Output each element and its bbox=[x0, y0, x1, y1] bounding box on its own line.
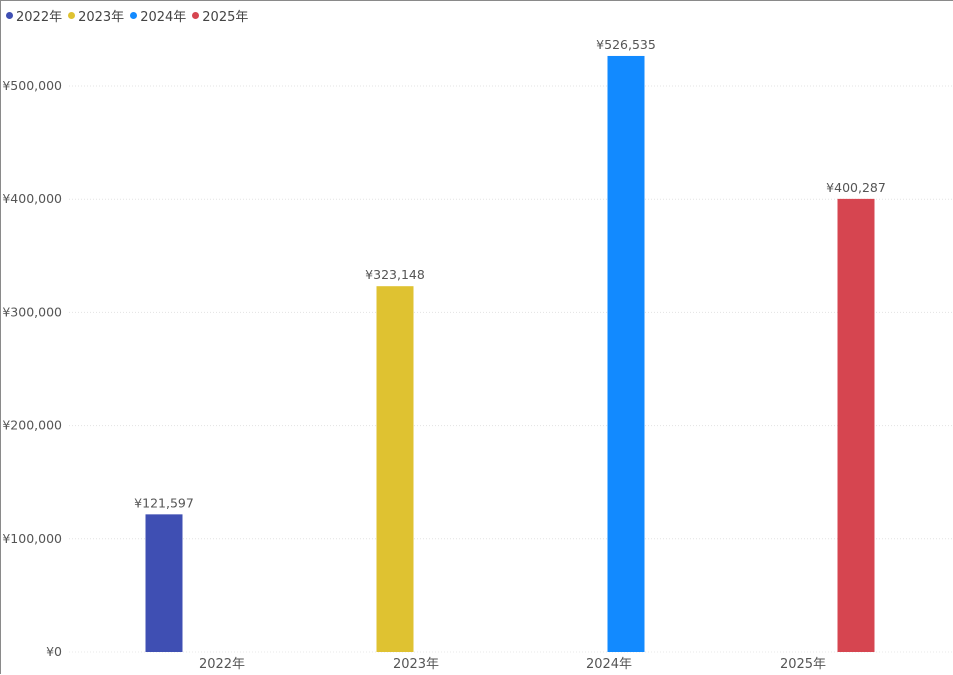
bar bbox=[837, 198, 875, 652]
legend-marker bbox=[130, 11, 138, 19]
y-tick-label: ¥100,000 bbox=[2, 531, 62, 546]
legend-marker bbox=[6, 11, 13, 19]
bar bbox=[607, 55, 645, 652]
data-label: ¥400,287 bbox=[826, 180, 886, 195]
data-label: ¥121,597 bbox=[134, 495, 194, 510]
bar bbox=[145, 514, 183, 652]
x-tick-label: 2022年 bbox=[199, 657, 245, 672]
legend-item[interactable]: 2025年 bbox=[192, 6, 248, 25]
legend-marker bbox=[68, 11, 76, 19]
legend-label: 2025年 bbox=[202, 9, 249, 25]
legend-marker bbox=[192, 11, 200, 19]
legend-label: 2024年 bbox=[140, 9, 187, 25]
x-tick-label: 2023年 bbox=[393, 657, 439, 672]
y-tick-label: ¥400,000 bbox=[2, 191, 62, 206]
data-label: ¥323,148 bbox=[365, 267, 425, 282]
legend-label: 2023年 bbox=[78, 9, 125, 25]
chart-legend: 2022年 2023年 2024年 2025年 bbox=[6, 6, 254, 25]
y-tick-label: ¥0 bbox=[46, 644, 62, 659]
bar bbox=[376, 286, 414, 652]
legend-item[interactable]: 2024年 bbox=[130, 6, 186, 25]
data-label: ¥526,535 bbox=[596, 37, 656, 52]
x-tick-label: 2025年 bbox=[780, 657, 826, 672]
y-tick-label: ¥500,000 bbox=[2, 78, 62, 93]
legend-label: 2022年 bbox=[16, 9, 63, 25]
y-tick-label: ¥200,000 bbox=[2, 418, 62, 433]
x-tick-label: 2024年 bbox=[586, 657, 632, 672]
legend-item[interactable]: 2022年 bbox=[6, 6, 62, 25]
legend-item[interactable]: 2023年 bbox=[68, 6, 124, 25]
y-tick-label: ¥300,000 bbox=[2, 304, 62, 319]
